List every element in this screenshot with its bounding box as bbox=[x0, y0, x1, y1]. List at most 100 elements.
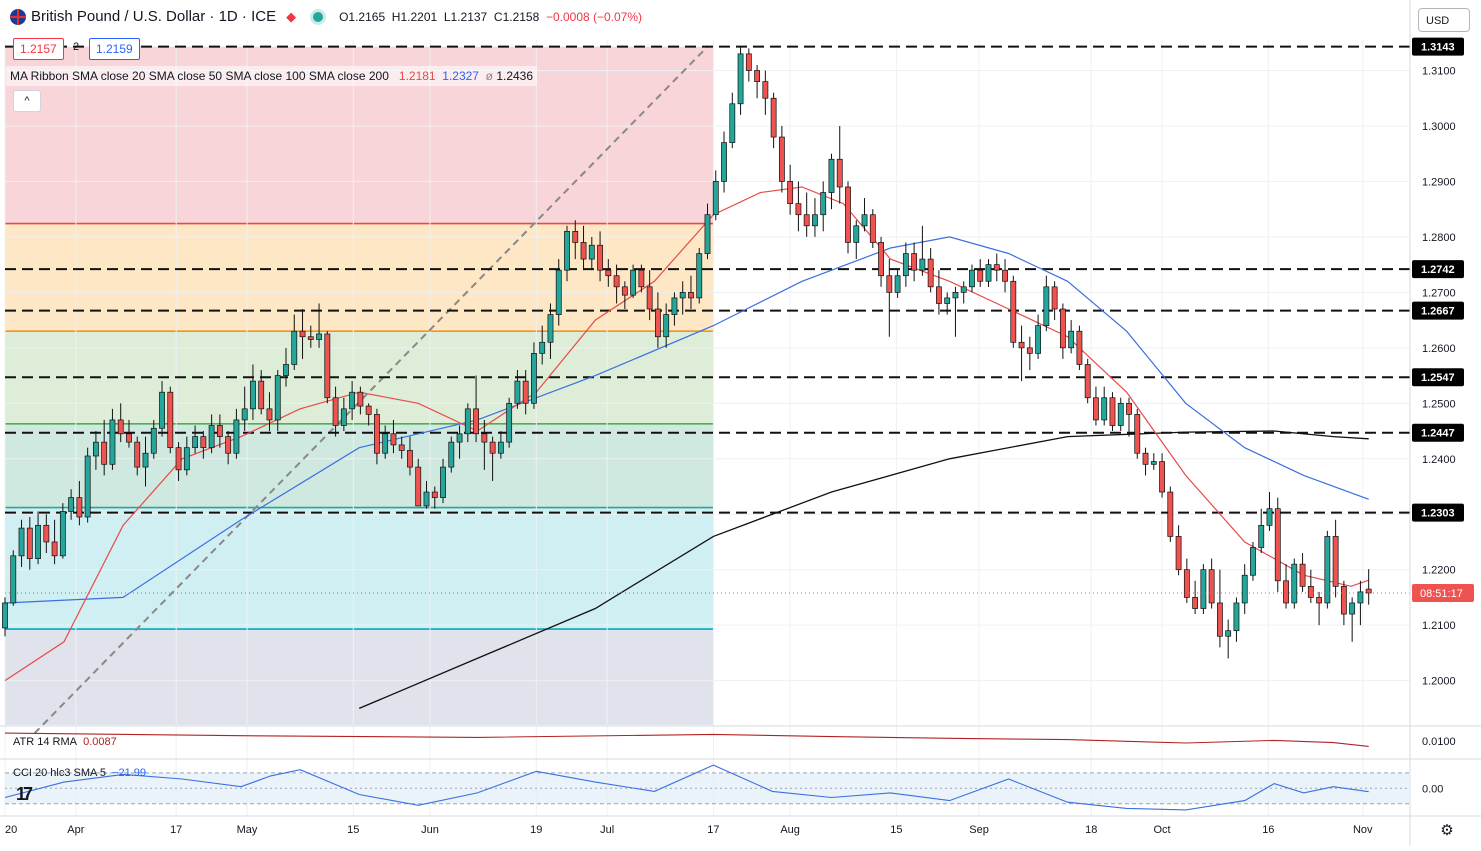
level-tag-bg bbox=[1412, 503, 1464, 522]
candle-body bbox=[68, 497, 75, 512]
candle-body bbox=[340, 408, 347, 426]
candle-body bbox=[572, 231, 579, 243]
candle-body bbox=[927, 258, 934, 288]
candle-body bbox=[117, 419, 124, 435]
candle-body bbox=[1299, 563, 1306, 587]
candle-body bbox=[729, 103, 736, 143]
candle-body bbox=[1192, 597, 1199, 609]
candle-body bbox=[770, 97, 777, 138]
level-tag-bg bbox=[1412, 301, 1464, 320]
candle-body bbox=[803, 214, 810, 227]
candle-body bbox=[1101, 397, 1108, 421]
candle-body bbox=[1332, 536, 1339, 587]
candle-body bbox=[1225, 630, 1232, 637]
candle-body bbox=[1167, 491, 1174, 537]
candle-body bbox=[787, 181, 794, 204]
alert-bell-icon[interactable]: ◆ bbox=[286, 9, 297, 24]
price-tick-label: 1.3100 bbox=[1422, 66, 1456, 78]
time-tick-label: 20 bbox=[5, 824, 17, 836]
candle-body bbox=[84, 455, 91, 518]
cci-legend[interactable]: CCI 20 hlc3 SMA 5 −21.99 bbox=[13, 767, 146, 779]
candle-body bbox=[216, 425, 223, 437]
candle-body bbox=[59, 511, 66, 557]
candle-body bbox=[688, 292, 694, 299]
spread-value: 2 bbox=[73, 41, 80, 53]
candle-body bbox=[1035, 325, 1042, 354]
candle-body bbox=[1340, 585, 1347, 615]
candle-body bbox=[869, 214, 876, 243]
candle-body bbox=[307, 336, 314, 340]
fib-zone bbox=[5, 629, 714, 725]
candle-body bbox=[1134, 414, 1141, 454]
level-tag-bg bbox=[1412, 423, 1464, 442]
bid-price-button[interactable]: 1.2157 bbox=[13, 38, 64, 60]
candle-body bbox=[621, 286, 628, 296]
candle-body bbox=[142, 452, 149, 468]
candle-body bbox=[349, 391, 356, 410]
level-tag-bg bbox=[1412, 368, 1464, 387]
cci-value: −21.99 bbox=[112, 767, 147, 779]
symbol-title[interactable]: British Pound / U.S. Dollar · 1D · ICE bbox=[31, 8, 277, 25]
atr-legend[interactable]: ATR 14 RMA 0.0087 bbox=[13, 736, 117, 748]
candle-body bbox=[481, 433, 488, 443]
candle-body bbox=[225, 436, 232, 454]
candle-body bbox=[390, 433, 397, 446]
currency-selector[interactable]: USD bbox=[1418, 8, 1470, 32]
price-tick-label: 1.3000 bbox=[1422, 121, 1456, 133]
candle-body bbox=[1175, 536, 1182, 571]
level-price-tag: 1.2547 bbox=[1412, 368, 1464, 387]
ask-price-button[interactable]: 1.2159 bbox=[89, 38, 140, 60]
candle-body bbox=[812, 214, 818, 227]
level-price-tag: 1.2447 bbox=[1412, 423, 1464, 442]
candle-body bbox=[638, 269, 645, 288]
candle-body bbox=[200, 436, 207, 449]
candle-body bbox=[415, 466, 422, 507]
candle-body bbox=[250, 380, 256, 410]
candle-body bbox=[76, 497, 83, 518]
candle-body bbox=[51, 541, 58, 557]
candle-body bbox=[299, 330, 306, 338]
candle-body bbox=[679, 292, 686, 299]
candle-body bbox=[902, 253, 909, 277]
settings-gear-icon[interactable]: ⚙ bbox=[1440, 822, 1454, 839]
candle-body bbox=[564, 231, 570, 271]
candle-body bbox=[878, 242, 884, 277]
collapse-legend-button[interactable]: ^ bbox=[13, 90, 41, 112]
candle-body bbox=[159, 391, 165, 429]
candle-body bbox=[969, 269, 975, 288]
sma50-value: 1.2327 bbox=[442, 69, 479, 83]
candle-body bbox=[150, 427, 157, 454]
candle-body bbox=[1159, 461, 1165, 493]
candle-body bbox=[1010, 280, 1017, 343]
level-price-tag: 1.2742 bbox=[1412, 260, 1464, 279]
candle-body bbox=[1142, 452, 1149, 465]
time-tick-label: Jul bbox=[600, 824, 614, 836]
candle-body bbox=[960, 286, 967, 293]
candle-body bbox=[605, 269, 612, 277]
time-tick-label: Nov bbox=[1353, 824, 1373, 836]
candle-body bbox=[1250, 547, 1256, 576]
candle-body bbox=[845, 186, 851, 243]
time-tick-label: Apr bbox=[67, 824, 84, 836]
candle-body bbox=[1183, 569, 1190, 598]
sma20-line bbox=[5, 186, 1369, 682]
candle-body bbox=[737, 53, 744, 105]
candle-body bbox=[547, 314, 554, 343]
tradingview-logo[interactable]: 17 bbox=[16, 784, 33, 804]
ma-ribbon-legend[interactable]: MA Ribbon SMA close 20 SMA close 50 SMA … bbox=[6, 66, 538, 86]
price-tick-label: 1.2700 bbox=[1422, 287, 1456, 299]
time-tick-label: 19 bbox=[530, 824, 542, 836]
candle-body bbox=[382, 433, 389, 454]
candle-body bbox=[1018, 341, 1025, 349]
ohlc-values: O1.2165 H1.2201 L1.2137 C1.2158 −0.0008 … bbox=[339, 10, 642, 24]
atr-value: 0.0087 bbox=[83, 736, 117, 748]
level-price-tag: 1.2667 bbox=[1412, 301, 1464, 320]
ohlc-open: O1.2165 bbox=[339, 9, 386, 24]
level-tag-label: 1.2667 bbox=[1421, 306, 1455, 318]
candle-body bbox=[712, 181, 719, 216]
candle-body bbox=[489, 441, 496, 454]
candle-body bbox=[952, 292, 959, 299]
candle-body bbox=[167, 391, 174, 449]
